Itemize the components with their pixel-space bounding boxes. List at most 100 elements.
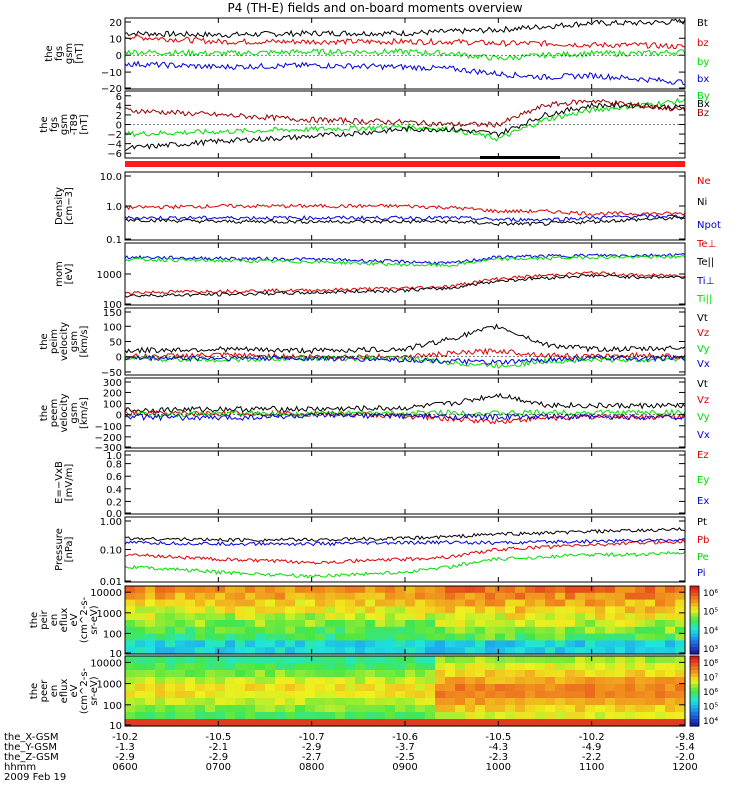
spectrogram-cell	[365, 663, 376, 671]
spectrogram-cell	[235, 606, 246, 614]
footer-value: -2.2	[582, 752, 602, 763]
spectrogram-cell	[205, 698, 216, 706]
spectrogram-cell	[415, 677, 426, 685]
spectrogram-cell	[185, 719, 196, 727]
spectrogram-cell	[315, 684, 326, 692]
spectrogram-cell	[245, 626, 256, 635]
spectrogram-cell	[575, 670, 586, 678]
spectrogram-cell	[365, 640, 376, 648]
spectrogram-cell	[485, 719, 496, 727]
spectrogram-cell	[675, 705, 686, 713]
spectrogram-cell	[545, 712, 556, 720]
spectrogram-cell	[515, 677, 526, 685]
series-line-Ni	[124, 215, 686, 227]
footer-value: -1.3	[115, 742, 135, 753]
spectrogram-cell	[555, 698, 566, 706]
spectrogram-cell	[155, 677, 166, 685]
spectrogram-cell	[185, 712, 196, 720]
spectrogram-cell	[625, 633, 636, 641]
spectrogram-cell	[645, 606, 656, 614]
spectrogram-cell	[205, 633, 216, 641]
spectrogram-cell	[185, 633, 196, 641]
spectrogram-cell	[495, 606, 506, 614]
spectrogram-cell	[575, 677, 586, 685]
spectrogram-cell	[355, 599, 366, 607]
spectrogram-cell	[145, 663, 156, 671]
y-tick-label: 0.0	[106, 509, 122, 520]
spectrogram-cell	[275, 719, 286, 727]
spectrogram-cell	[525, 633, 536, 641]
spectrogram-cell	[435, 698, 446, 706]
spectrogram-cell	[495, 613, 506, 621]
spectrogram-cell	[435, 719, 446, 727]
spectrogram-cell	[605, 719, 616, 727]
panel-frame	[124, 450, 686, 515]
spectrogram-cell	[135, 712, 146, 720]
spectrogram-cell	[305, 684, 316, 692]
spectrogram-cell	[555, 586, 566, 594]
spectrogram-cell	[305, 719, 316, 727]
spectrogram-cell	[165, 684, 176, 692]
colorbar-segment	[690, 715, 699, 720]
spectrogram-cell	[645, 712, 656, 720]
colorbar-segment	[690, 673, 699, 678]
spectrogram-cell	[265, 586, 276, 594]
spectrogram-cell	[325, 620, 336, 628]
y-axis-label-line: en	[49, 685, 60, 698]
spectrogram-cell	[185, 620, 196, 628]
spectrogram-cell	[235, 633, 246, 641]
spectrogram-cell	[555, 599, 566, 607]
spectrogram-cell	[285, 656, 296, 664]
spectrogram-cell	[315, 633, 326, 641]
y-axis-label: thefgsgsm-T89[nT]	[39, 114, 90, 136]
spectrogram-cell	[375, 613, 386, 621]
spectrogram-cell	[305, 620, 316, 628]
spectrogram-cell	[395, 633, 406, 641]
spectrogram-cell	[545, 606, 556, 614]
y-tick-label: 0	[116, 121, 122, 132]
spectrogram-cell	[615, 626, 626, 635]
spectrogram-cell	[435, 691, 446, 699]
spectrogram-cell	[465, 613, 476, 621]
y-tick-label: 1.0	[106, 202, 122, 213]
footer-value: -2.9	[209, 752, 229, 763]
spectrogram-cell	[575, 640, 586, 648]
spectrogram-cell	[365, 633, 376, 641]
y-tick-label: 0	[116, 51, 122, 62]
spectrogram-cell	[215, 613, 226, 621]
spectrogram-cell	[285, 606, 296, 614]
colorbar-tick-label: 10⁴	[703, 626, 718, 636]
spectrogram-cell	[495, 633, 506, 641]
y-axis-label: thepeerenefluxeV(cm^2-s-sr-eV)	[29, 667, 100, 714]
spectrogram-cell	[435, 620, 446, 628]
spectrogram-cell	[235, 691, 246, 699]
spectrogram-cell	[125, 613, 136, 621]
spectrogram-cell	[625, 684, 636, 692]
spectrogram-cell	[625, 719, 636, 727]
spectrogram-cell	[655, 684, 666, 692]
spectrogram-cell	[445, 719, 456, 727]
spectrogram-cell	[605, 705, 616, 713]
spectrogram-cell	[595, 647, 606, 655]
spectrogram-cell	[675, 663, 686, 671]
spectrogram-cell	[385, 684, 396, 692]
spectrogram-cell	[255, 705, 266, 713]
y-axis-label-line: [mV/m]	[64, 464, 75, 502]
spectrogram-cell	[535, 670, 546, 678]
spectrogram-cell	[275, 698, 286, 706]
spectrogram-cell	[625, 613, 636, 621]
spectrogram-cell	[645, 613, 656, 621]
spectrogram-cell	[515, 698, 526, 706]
spectrogram-cell	[535, 698, 546, 706]
spectrogram-cell	[475, 698, 486, 706]
spectrogram-cell	[245, 647, 256, 655]
spectrogram-cell	[385, 599, 396, 607]
spectrogram-cell	[325, 592, 336, 601]
spectrogram-cell	[325, 691, 336, 699]
spectrogram-cell	[275, 613, 286, 621]
spectrogram-cell	[175, 677, 186, 685]
y-axis-label-line: fgs	[54, 46, 65, 61]
spectrogram-cell	[195, 633, 206, 641]
spectrogram-cell	[305, 663, 316, 671]
spectrogram-cell	[625, 626, 636, 635]
